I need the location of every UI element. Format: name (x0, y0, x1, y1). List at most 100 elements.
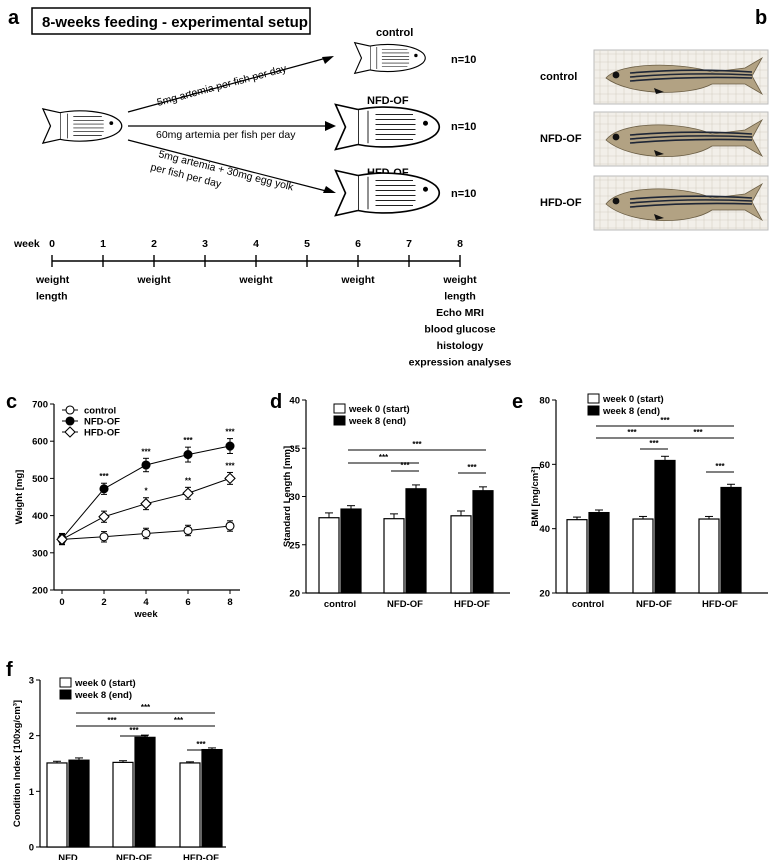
bar-week0 (46, 762, 68, 848)
n-nfd: n=10 (451, 121, 476, 133)
panel-label-e: e (512, 391, 523, 413)
setup-title-box (31, 7, 311, 35)
y-tick-label: 600 (32, 437, 48, 448)
fish-eye (612, 133, 620, 141)
y-tick-label: 35 (289, 444, 300, 455)
fish-stripe (629, 199, 753, 204)
timeline-week-label: 1 (100, 238, 106, 250)
fish-eye (612, 71, 620, 79)
data-point (225, 521, 235, 531)
significance-label: *** (141, 703, 151, 712)
x-tick-label: HFD-OF (702, 599, 738, 610)
bar-week8 (340, 508, 362, 594)
significance-label: *** (693, 428, 703, 437)
y-tick-label: 80 (539, 396, 550, 407)
significance-label: *** (225, 428, 235, 437)
significance-label: *** (379, 453, 389, 462)
significance-label: *** (649, 439, 659, 448)
timeline: week 0 1 2 3 4 5 6 7 8 weight length weight weight wei… (13, 238, 512, 369)
significance-label: *** (412, 440, 422, 449)
panel-label-d: d (270, 391, 282, 413)
legend-marker (64, 426, 76, 438)
timeline-label: week (13, 238, 40, 250)
data-point (183, 450, 193, 460)
panel-label-b: b (755, 7, 767, 29)
timeline-week-label: 4 (253, 238, 259, 250)
panel-label-f: f (6, 659, 13, 681)
significance-label: *** (107, 716, 117, 725)
timeline-measurement: Echo MRI (436, 307, 484, 319)
legend-label: week 8 (end) (602, 406, 660, 417)
timeline-week-label: 8 (457, 238, 463, 250)
significance-label: ** (185, 476, 192, 485)
setup-title: 8-weeks feeding - experimental setup (42, 14, 308, 31)
fish-stripe (629, 138, 753, 144)
x-tick-label: control (324, 599, 356, 610)
significance-label: *** (141, 447, 151, 456)
fish-stripe (629, 73, 753, 78)
fish-stripe (629, 135, 753, 140)
bar-week8 (720, 486, 742, 594)
significance-label: *** (196, 740, 206, 749)
data-point (183, 525, 193, 536)
fish-stripe (629, 131, 753, 136)
photo-label: NFD-OF (540, 133, 582, 145)
fish-stripe (629, 195, 753, 200)
significance-label: * (144, 487, 148, 496)
significance-label: *** (99, 472, 109, 481)
legend-swatch (59, 677, 72, 688)
y-tick-label: 20 (289, 589, 300, 600)
legend-swatch (587, 405, 600, 416)
bar-week8 (201, 748, 223, 848)
timeline-measurement: weight (238, 274, 273, 286)
bar-week8 (134, 736, 156, 848)
x-tick-label: NFD-OF (116, 853, 152, 860)
significance-label: *** (225, 461, 235, 470)
y-axis-label: BMI [mg/cm²] (530, 466, 541, 526)
y-tick-label: 0 (29, 843, 34, 854)
legend-label: week 0 (start) (348, 404, 410, 415)
legend-swatch (59, 689, 72, 700)
fish-icon-control (354, 42, 426, 74)
x-tick-label: control (572, 599, 604, 610)
chart-f: 0 1 2 3 Condition Index [100xg/cm³] NFD NFD-OF… (12, 676, 226, 864)
data-point (99, 532, 109, 542)
legend-marker (65, 405, 75, 415)
fish-photo-body (605, 182, 764, 222)
panel-label-c: c (6, 391, 17, 413)
timeline-measurement: expression analyses (409, 357, 512, 369)
timeline-measurement: blood glucose (424, 324, 495, 336)
n-hfd: n=10 (451, 188, 476, 200)
significance-label: *** (400, 461, 410, 470)
data-point (98, 510, 110, 523)
panel-label-a: a (8, 7, 20, 29)
timeline-measurement: length (444, 291, 476, 303)
bar-week8 (68, 759, 90, 848)
timeline-measurement: weight (340, 274, 375, 286)
y-tick-label: 2 (29, 731, 34, 742)
x-tick-label: NFD-OF (636, 599, 672, 610)
fish-icon-nfd (334, 103, 441, 151)
feeding-label-control: 5mg artemia per fish per day (156, 63, 289, 109)
legend-label: week 0 (start) (602, 394, 664, 405)
photo-label: control (540, 71, 577, 83)
y-tick-label: 40 (289, 396, 300, 407)
significance-label: *** (660, 416, 670, 425)
fish-photo-body (605, 56, 764, 96)
legend-swatch (333, 403, 346, 414)
fish-photos: control NFD-OF HFD-OF (540, 49, 769, 231)
fish-stripe (629, 69, 753, 74)
data-point (99, 484, 109, 494)
bar-week0 (383, 518, 405, 594)
y-tick-label: 60 (539, 460, 550, 471)
data-point (182, 487, 194, 500)
significance-label: *** (183, 436, 193, 445)
y-tick-label: 20 (539, 589, 550, 600)
fish-icon-hfd (334, 169, 441, 217)
fish-stripe (629, 202, 753, 208)
legend-swatch (587, 393, 600, 404)
timeline-measurement: histology (437, 340, 484, 352)
data-point (141, 460, 151, 470)
legend-label: week 8 (end) (74, 690, 132, 701)
